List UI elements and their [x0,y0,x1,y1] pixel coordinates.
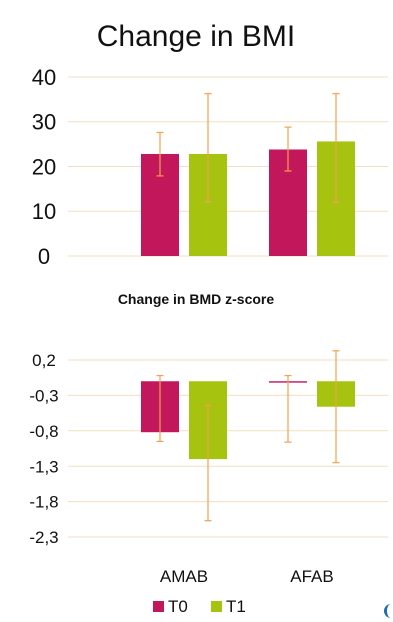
y-tick-label: -0,8 [29,422,58,441]
legend-swatch-t0 [153,601,164,612]
y-tick-label: 0,2 [32,351,56,370]
y-tick-label: 20 [32,154,56,179]
legend-label: T0 [168,597,188,616]
legend-label: T1 [226,597,246,616]
y-tick-label: 0 [38,244,50,269]
x-category-label: AFAB [290,567,333,586]
y-tick-label: 30 [32,110,56,135]
y-tick-label: 10 [32,199,56,224]
y-tick-label: 40 [32,65,56,90]
corner-decoration [384,604,393,618]
legend-swatch-t1 [211,601,222,612]
y-tick-label: -1,8 [29,493,58,512]
y-tick-label: -1,3 [29,457,58,476]
chart-title: Change in BMI [97,20,295,53]
chart-title: Change in BMD z-score [118,291,275,307]
x-category-label: AMAB [160,567,208,586]
y-tick-label: -0,3 [29,387,58,406]
y-tick-label: -2,3 [29,528,58,547]
